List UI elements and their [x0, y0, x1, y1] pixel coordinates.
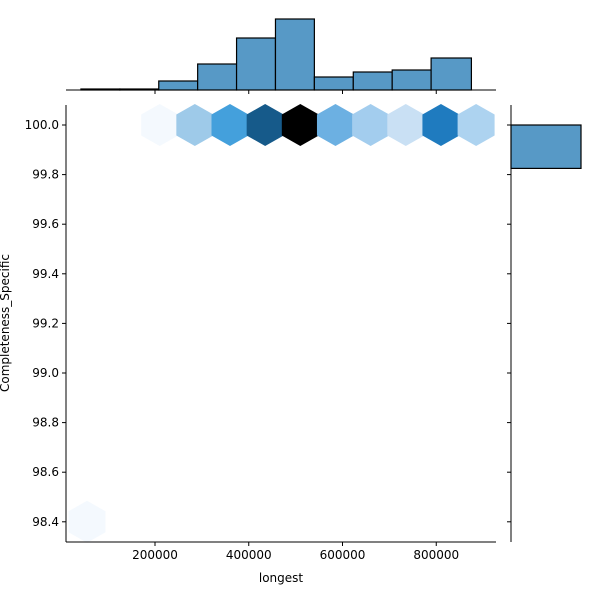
x-tick-label: 600000 — [320, 548, 366, 562]
x-tick-label: 200000 — [132, 548, 178, 562]
histogram-bar — [274, 18, 315, 91]
hexbin-cell — [68, 500, 106, 543]
histogram-bar — [510, 124, 582, 170]
y-tick-label: 98.8 — [32, 416, 59, 430]
marginal-x-histogram — [80, 18, 473, 91]
y-tick-label: 99.8 — [32, 168, 59, 182]
hexbin-cell — [246, 104, 284, 146]
histogram-bar — [158, 80, 199, 91]
marginal-y-histogram — [510, 124, 582, 170]
y-axis-label: Completeness_Specific — [0, 254, 12, 392]
hexbin-cell — [387, 104, 425, 146]
x-axis-label: longest — [259, 571, 304, 585]
hexbin-cell — [141, 104, 179, 146]
y-tick-label: 99.4 — [32, 267, 59, 281]
y-tick-label: 99.6 — [32, 217, 59, 231]
marginal-y-ticks — [507, 124, 511, 523]
y-tick-label: 98.4 — [32, 515, 59, 529]
hexbin-plot — [68, 104, 495, 543]
hexbin-cell — [281, 104, 319, 146]
histogram-bar — [197, 63, 238, 91]
y-tick-label: 100.0 — [25, 118, 59, 132]
marginal-x-ticks — [154, 90, 437, 94]
histogram-bar — [430, 57, 473, 91]
x-tick-label: 400000 — [226, 548, 272, 562]
hexbin-cell — [457, 104, 495, 146]
histogram-bar — [313, 76, 354, 91]
y-tick-label: 99.2 — [32, 316, 59, 330]
y-tick-label: 99.0 — [32, 366, 59, 380]
x-tick-label: 800000 — [413, 548, 459, 562]
hexbin-cell — [211, 104, 249, 146]
y-tick-label: 98.6 — [32, 465, 59, 479]
hexbin-cell — [176, 104, 214, 146]
hexbin-cell — [316, 104, 354, 146]
x-axis-ticks: 200000 400000 600000 800000 — [132, 542, 459, 562]
y-axis-ticks: 100.0 99.8 99.6 99.4 99.2 99.0 98.8 98.6 98.4 — [25, 118, 66, 529]
hexbin-cell — [352, 104, 390, 146]
histogram-bar — [235, 37, 277, 91]
hexbin-cell — [422, 104, 460, 146]
histogram-bar — [391, 69, 432, 91]
histogram-bar — [352, 71, 393, 91]
